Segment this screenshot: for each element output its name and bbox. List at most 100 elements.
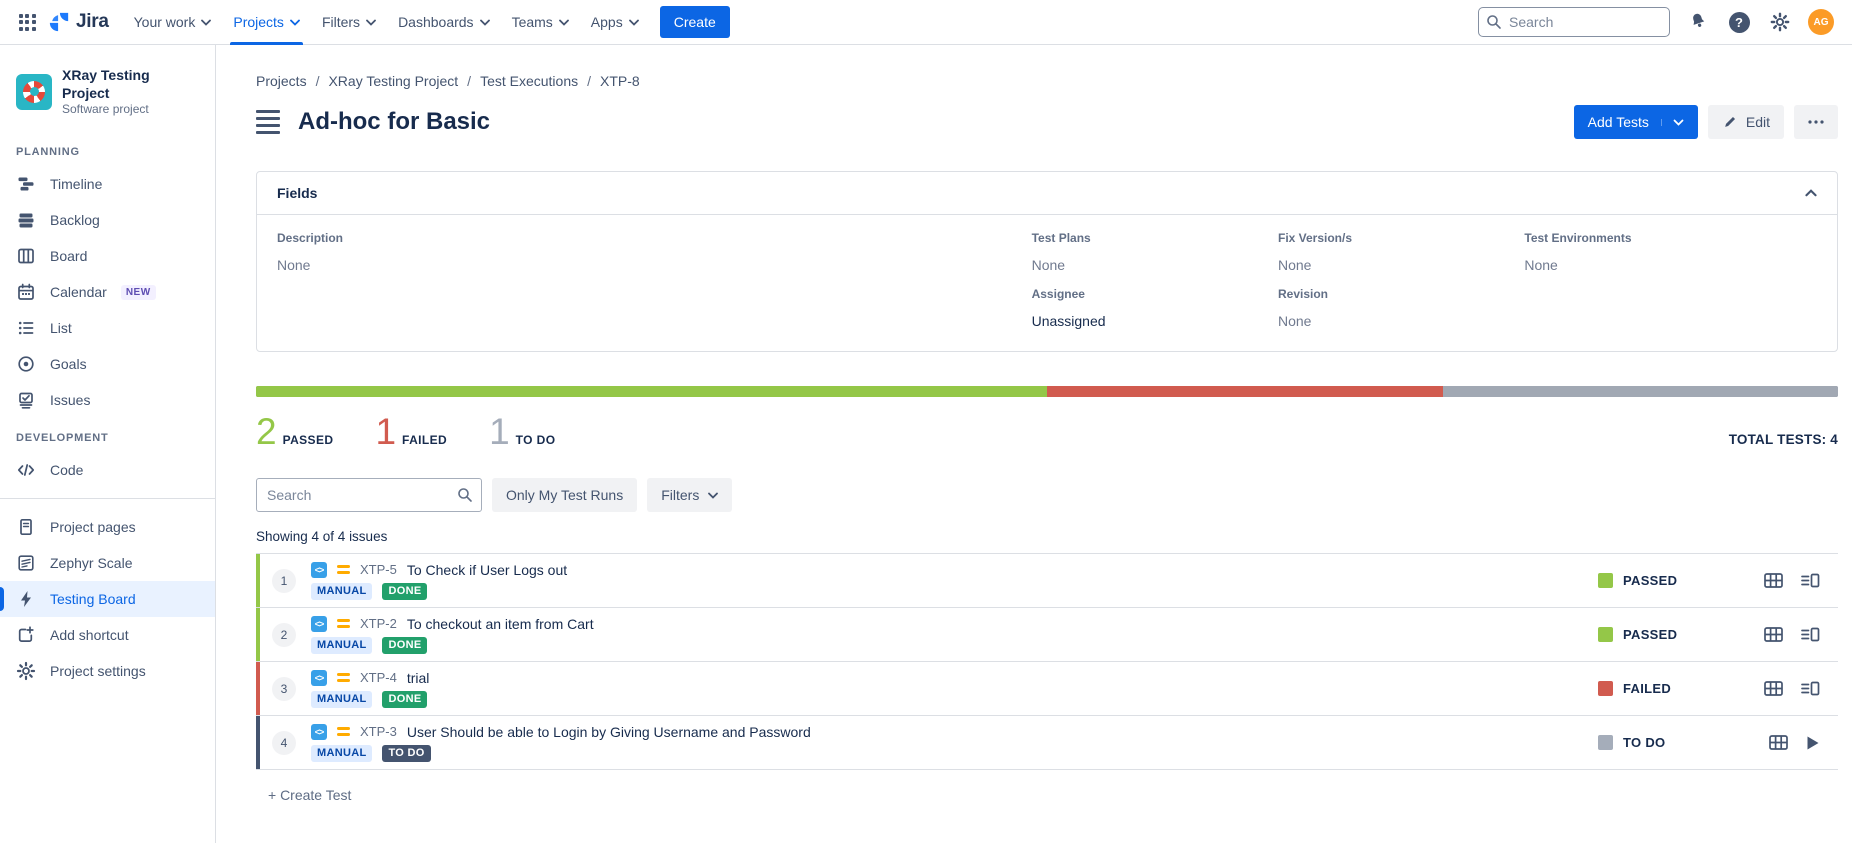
- field-value[interactable]: None: [1524, 257, 1558, 273]
- test-key[interactable]: XTP-4: [360, 670, 397, 685]
- field-value[interactable]: None: [1031, 257, 1066, 273]
- add-tests-dropdown[interactable]: [1660, 118, 1684, 126]
- sidebar-divider: [0, 498, 215, 499]
- user-avatar[interactable]: AG: [1808, 9, 1834, 35]
- field-revision: Revision None: [1278, 287, 1524, 329]
- sidebar-item-backlog[interactable]: Backlog: [0, 202, 215, 238]
- nav-apps[interactable]: Apps: [580, 0, 650, 45]
- jira-logo[interactable]: Jira: [44, 11, 123, 33]
- notifications-button[interactable]: [1685, 9, 1711, 35]
- nav-teams-label: Teams: [511, 14, 553, 30]
- global-search[interactable]: [1478, 7, 1670, 37]
- create-button[interactable]: Create: [659, 6, 730, 38]
- project-type: Software project: [62, 102, 149, 116]
- sidebar-item-timeline[interactable]: Timeline: [0, 166, 215, 202]
- grid-view-button[interactable]: [1769, 735, 1788, 750]
- test-row[interactable]: 3 XTP-4 trial MANUAL DONE FAILED: [256, 662, 1838, 716]
- sidebar-item-code[interactable]: Code: [0, 452, 215, 488]
- field-spacer: [277, 287, 1032, 329]
- sidebar-item-add-shortcut[interactable]: Add shortcut: [0, 617, 215, 653]
- global-search-input[interactable]: [1478, 7, 1670, 37]
- breadcrumb-separator: [587, 73, 591, 89]
- test-key[interactable]: XTP-2: [360, 616, 397, 631]
- nav-dashboards-label: Dashboards: [398, 14, 474, 30]
- top-bar: Jira Your work Projects Filters Dashboar…: [0, 0, 1852, 45]
- breadcrumb-item-project[interactable]: XRay Testing Project: [328, 73, 459, 89]
- details-view-button[interactable]: [1801, 573, 1820, 588]
- sidebar-item-list[interactable]: List: [0, 310, 215, 346]
- goals-icon: [18, 356, 34, 372]
- sidebar-item-label: Project settings: [50, 663, 146, 679]
- help-button[interactable]: [1726, 9, 1752, 35]
- field-value[interactable]: None: [1277, 313, 1312, 329]
- details-view-button[interactable]: [1801, 627, 1820, 642]
- sidebar-item-project-pages[interactable]: Project pages: [0, 509, 215, 545]
- add-tests-button[interactable]: Add Tests: [1573, 105, 1698, 139]
- breadcrumb-item-projects[interactable]: Projects: [256, 73, 307, 89]
- nav-dashboards[interactable]: Dashboards: [387, 0, 501, 45]
- field-label: Assignee: [1031, 287, 1085, 301]
- fields-panel: Fields Description None Test Plans None …: [256, 171, 1838, 352]
- project-header[interactable]: XRay Testing Project Software project: [0, 67, 215, 132]
- filters-button[interactable]: Filters: [647, 478, 733, 512]
- app-switcher-button[interactable]: [10, 5, 44, 39]
- only-my-test-runs-button[interactable]: Only My Test Runs: [492, 478, 638, 512]
- test-title[interactable]: To checkout an item from Cart: [406, 615, 594, 632]
- test-search-input[interactable]: [256, 478, 482, 512]
- settings-button[interactable]: [1767, 9, 1793, 35]
- breadcrumb-item-test-executions[interactable]: Test Executions: [480, 73, 579, 89]
- test-title[interactable]: trial: [406, 669, 430, 686]
- run-status-label: FAILED: [1623, 681, 1672, 696]
- field-test-plans: Test Plans None: [1032, 231, 1278, 273]
- test-row[interactable]: 1 XTP-5 To Check if User Logs out MANUAL…: [256, 554, 1838, 608]
- showing-count: Showing 4 of 4 issues: [256, 529, 388, 544]
- field-value[interactable]: None: [1277, 257, 1312, 273]
- sidebar-item-testing-board[interactable]: Testing Board: [0, 581, 215, 617]
- nav-teams[interactable]: Teams: [501, 0, 580, 45]
- run-status-label: PASSED: [1623, 573, 1678, 588]
- test-search[interactable]: [256, 478, 482, 512]
- sidebar-item-board[interactable]: Board: [0, 238, 215, 274]
- breadcrumb-item-issue-key[interactable]: XTP-8: [600, 73, 640, 89]
- row-number: 4: [272, 730, 296, 755]
- grid-view-button[interactable]: [1764, 627, 1783, 642]
- sidebar-item-zephyr-scale[interactable]: Zephyr Scale: [0, 545, 215, 581]
- sidebar-item-label: Issues: [50, 392, 91, 408]
- sidebar-item-label: Testing Board: [50, 591, 136, 607]
- sidebar-item-issues[interactable]: Issues: [0, 382, 215, 418]
- sidebar-item-label: Calendar: [50, 284, 107, 300]
- details-view-button[interactable]: [1801, 681, 1820, 696]
- page-menu-icon[interactable]: [256, 109, 280, 135]
- more-button[interactable]: [1794, 105, 1838, 139]
- grid-view-button[interactable]: [1764, 681, 1783, 696]
- issues-icon: [19, 392, 33, 409]
- test-key[interactable]: XTP-5: [360, 562, 397, 577]
- grid-view-button[interactable]: [1764, 573, 1783, 588]
- chevron-up-icon[interactable]: [1805, 189, 1817, 197]
- edit-button[interactable]: Edit: [1707, 105, 1784, 139]
- project-avatar: [16, 73, 52, 110]
- test-row[interactable]: 2 XTP-2 To checkout an item from Cart MA…: [256, 608, 1838, 662]
- sidebar-item-project-settings[interactable]: Project settings: [0, 653, 215, 689]
- field-value[interactable]: Unassigned: [1031, 313, 1106, 329]
- nav-your-work[interactable]: Your work: [123, 0, 223, 45]
- test-title[interactable]: User Should be able to Login by Giving U…: [406, 723, 811, 740]
- gear-icon: [1770, 12, 1790, 32]
- sidebar-item-goals[interactable]: Goals: [0, 346, 215, 382]
- sidebar-item-label: Add shortcut: [50, 627, 129, 643]
- test-title[interactable]: To Check if User Logs out: [406, 561, 568, 578]
- field-value[interactable]: None: [277, 257, 311, 273]
- row-number: 2: [272, 622, 296, 647]
- row-number: 3: [272, 676, 296, 701]
- test-row[interactable]: 4 XTP-3 User Should be able to Login by …: [256, 716, 1838, 770]
- nav-apps-label: Apps: [590, 14, 623, 30]
- run-test-button[interactable]: [1806, 735, 1820, 751]
- total-tests-label: TOTAL TESTS: 4: [1728, 432, 1838, 447]
- sidebar-item-label: Backlog: [50, 212, 100, 228]
- nav-filters[interactable]: Filters: [311, 0, 387, 45]
- breadcrumb-separator: [467, 73, 471, 89]
- create-test-link[interactable]: + Create Test: [268, 787, 352, 803]
- nav-projects[interactable]: Projects: [222, 0, 311, 45]
- sidebar-item-calendar[interactable]: Calendar NEW: [0, 274, 215, 310]
- test-key[interactable]: XTP-3: [360, 724, 397, 739]
